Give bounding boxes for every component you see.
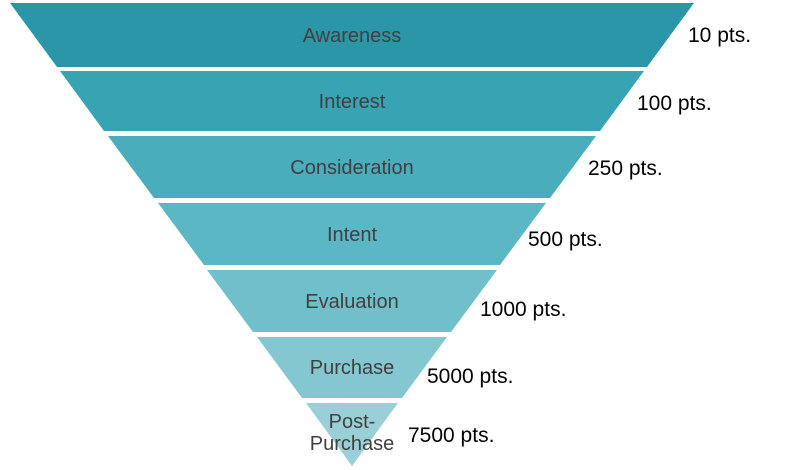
funnel-value-awareness: 10 pts.	[688, 24, 751, 47]
funnel-label-post-purchase-line2: Purchase	[310, 433, 395, 455]
funnel-band-intent	[158, 203, 546, 265]
funnel-label-awareness: Awareness	[303, 25, 402, 47]
funnel-value-intent: 500 pts.	[528, 228, 603, 251]
funnel-band-consideration	[108, 136, 596, 198]
funnel-value-post-purchase: 7500 pts.	[408, 424, 494, 447]
funnel-value-evaluation: 1000 pts.	[480, 298, 566, 321]
funnel-band-evaluation	[207, 270, 497, 332]
funnel-label-interest: Interest	[319, 91, 386, 113]
funnel-band-purchase	[257, 337, 447, 398]
funnel-band-awareness	[10, 3, 694, 67]
funnel-label-purchase: Purchase	[310, 357, 395, 379]
funnel-value-consideration: 250 pts.	[588, 157, 663, 180]
funnel-label-consideration: Consideration	[290, 157, 413, 179]
funnel-band-post-purchase	[306, 403, 398, 466]
funnel-value-purchase: 5000 pts.	[427, 365, 513, 388]
funnel-value-interest: 100 pts.	[637, 92, 712, 115]
funnel-label-intent: Intent	[327, 224, 377, 246]
funnel-band-interest	[60, 71, 644, 131]
funnel-label-post-purchase-line1: Post-	[329, 411, 376, 433]
funnel-label-evaluation: Evaluation	[305, 291, 398, 313]
